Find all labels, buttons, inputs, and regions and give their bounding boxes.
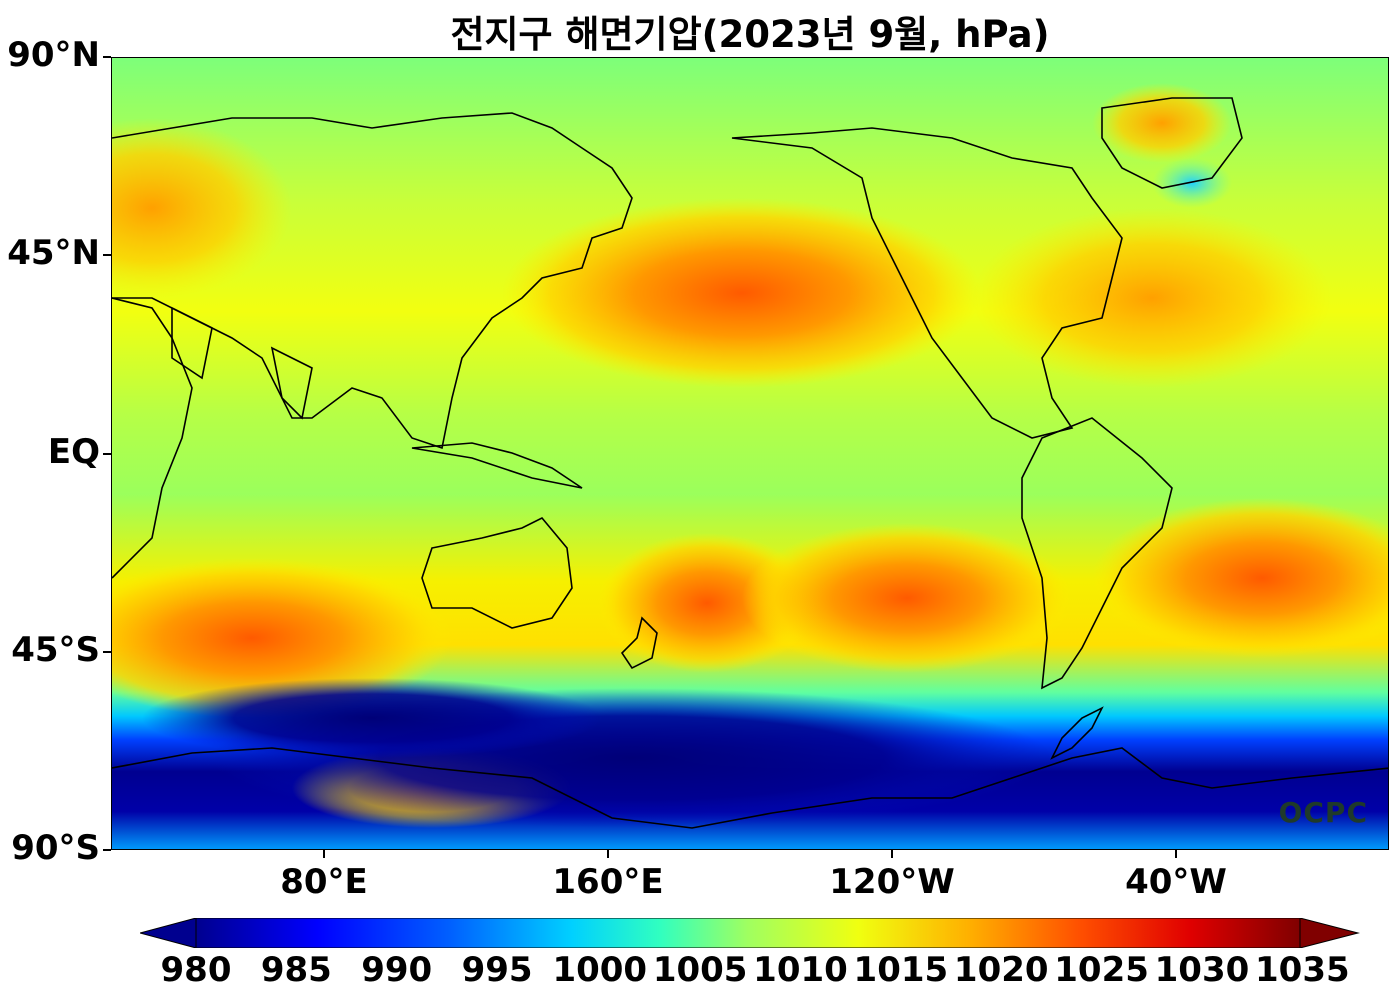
colorbar-tick-label: 1005 <box>652 950 748 990</box>
lon-tick-label: 80°E <box>280 862 368 902</box>
pressure-map: OCPC <box>111 57 1389 850</box>
colorbar-tick-label: 1030 <box>1154 950 1250 990</box>
lat-tick-label: 90°N <box>7 35 100 75</box>
colorbar-tick-label: 1015 <box>853 950 949 990</box>
lat-tick-label: 45°N <box>7 233 100 274</box>
lon-tick-label: 40°W <box>1125 862 1227 902</box>
lat-tick-mark <box>103 452 111 455</box>
colorbar-tick-label: 985 <box>260 950 332 990</box>
colorbar-tick-label: 1010 <box>753 950 848 990</box>
colorbar-tick-label: 1035 <box>1255 950 1350 990</box>
lat-tick-mark <box>103 849 111 851</box>
lat-tick-mark <box>103 650 111 653</box>
lon-tick-label: 120°W <box>829 862 955 902</box>
colorbar-extend-max <box>1299 918 1360 948</box>
lon-tick-mark <box>891 850 893 858</box>
colorbar-extend-min <box>140 918 197 948</box>
pressure-field <box>112 58 1388 849</box>
lat-tick-mark <box>103 56 111 58</box>
colorbar-tick-label: 995 <box>461 950 533 990</box>
coastlines <box>112 97 1388 829</box>
colorbar <box>140 918 1360 948</box>
colorbar-tick-label: 980 <box>160 950 232 990</box>
colorbar-tick-label: 1000 <box>552 950 648 990</box>
lon-tick-mark <box>323 850 325 858</box>
colorbar-tick-label: 1025 <box>1054 950 1149 990</box>
lat-tick-label: EQ <box>47 431 100 472</box>
lon-tick-mark <box>607 850 609 858</box>
lat-tick-label: 90°S <box>11 828 100 868</box>
colorbar-tick-label: 1020 <box>953 950 1049 990</box>
lon-tick-label: 160°E <box>552 862 664 902</box>
colorbar-gradient <box>195 918 1301 948</box>
map-title: 전지구 해면기압(2023년 9월, hPa) <box>450 13 1050 56</box>
colorbar-tick-label: 990 <box>361 950 433 990</box>
lon-tick-mark <box>1175 850 1177 858</box>
lat-tick-label: 45°S <box>11 629 100 670</box>
ocpc-logo: OCPC <box>1278 796 1368 829</box>
lat-tick-mark <box>103 254 111 257</box>
